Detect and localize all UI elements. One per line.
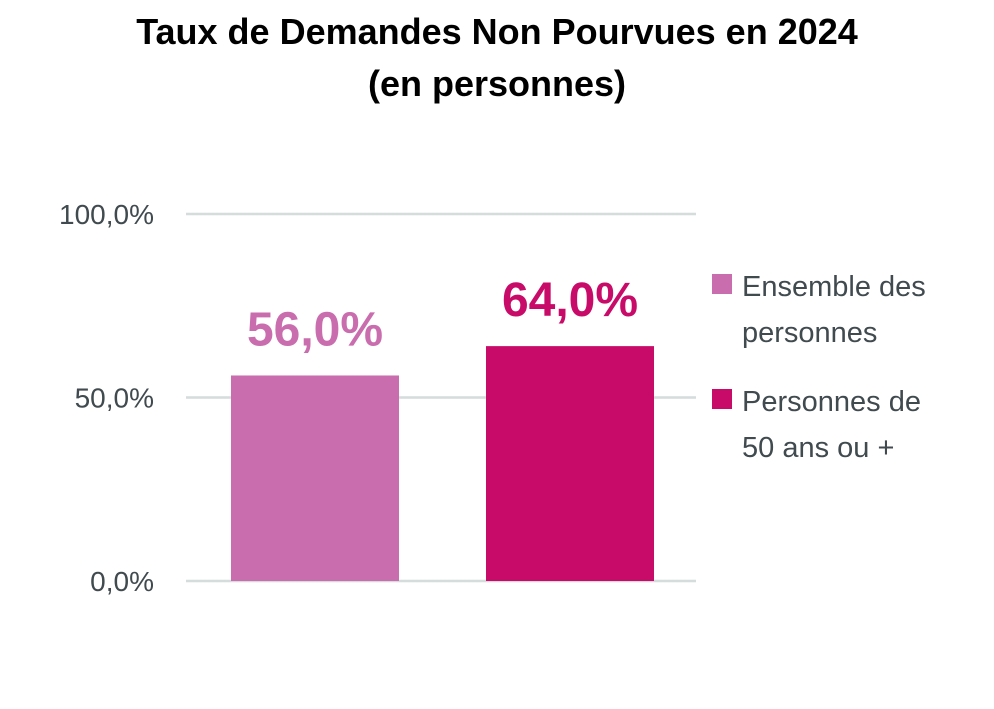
data-label: 64,0%	[502, 274, 638, 327]
y-tick-label: 50,0%	[75, 383, 154, 414]
chart-title-line: Taux de Demandes Non Pourvues en 2024	[136, 11, 858, 52]
legend-label: 50 ans ou +	[742, 432, 894, 464]
legend-swatch	[712, 389, 732, 409]
chart-subtitle: (en personnes)	[367, 63, 627, 104]
bar	[486, 346, 654, 581]
y-tick-label: 0,0%	[90, 566, 154, 597]
legend-label: personnes	[742, 317, 877, 349]
bar	[231, 375, 399, 581]
chart-title: Taux de Demandes Non Pourvues en 2024 (e…	[0, 6, 994, 110]
legend-swatch	[712, 274, 732, 294]
legend-label: Personnes de	[742, 386, 921, 418]
y-tick-label: 100,0%	[59, 199, 154, 230]
data-label: 56,0%	[247, 303, 383, 356]
legend-label: Ensemble des	[742, 271, 926, 303]
